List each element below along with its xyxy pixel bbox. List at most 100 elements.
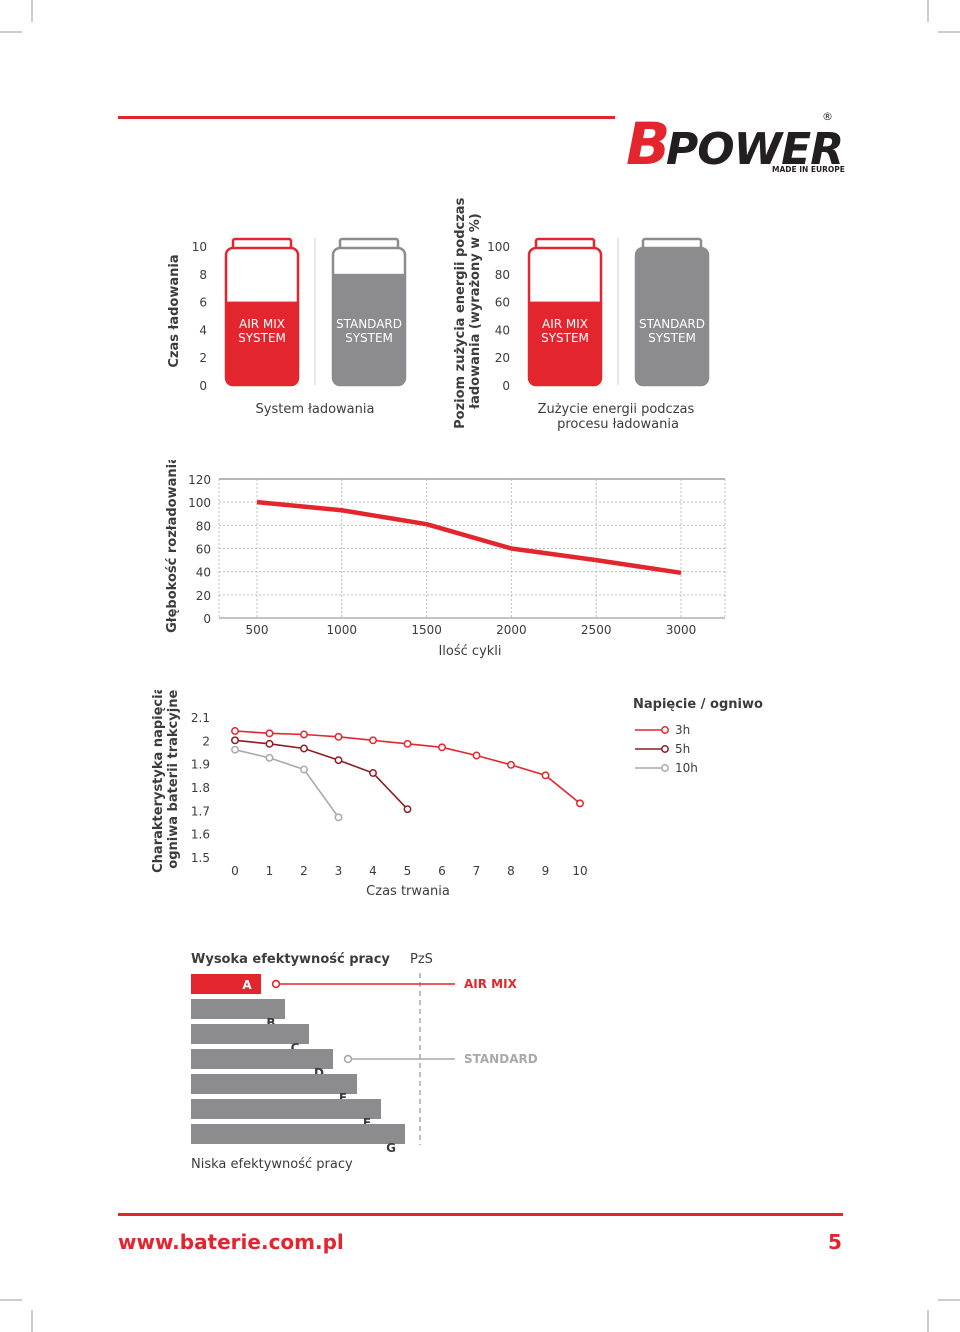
data-point-5h (334, 756, 343, 765)
y-tick-label: 20 (196, 589, 211, 603)
bpower-logo: B POWER MADE IN EUROPE ® (626, 110, 845, 178)
data-point-10h (265, 753, 274, 762)
class-bar-e (191, 1074, 357, 1094)
class-bar-a (191, 974, 261, 994)
y-tick-label: 80 (196, 519, 211, 533)
x-tick-label: 2500 (581, 623, 612, 637)
marker-standard (343, 1054, 353, 1064)
data-point-5h (265, 739, 274, 748)
x-tick-label: 3 (335, 864, 343, 878)
data-point-5h (231, 736, 239, 745)
data-point-3h (265, 729, 274, 738)
bar-label: STANDARD (336, 317, 402, 331)
page-number: 5 (828, 1230, 842, 1254)
series-line-5h (234, 739, 409, 810)
x-tick-label: 1 (266, 864, 274, 878)
class-letter-d: D (314, 1066, 324, 1080)
data-point-3h (300, 730, 308, 739)
class-bar-f (191, 1099, 381, 1119)
legend-label-5h: 5h (675, 742, 690, 756)
bottom-label: Niska efektywność pracy (191, 1157, 353, 1172)
data-point-3h (334, 732, 343, 741)
x-axis-label: Zużycie energii podczas procesu ładowani… (538, 402, 699, 432)
bar-label: SYSTEM (541, 331, 589, 345)
marker-label: STANDARD (464, 1052, 538, 1066)
data-point-5h (369, 769, 377, 777)
class-letter-e: E (339, 1091, 347, 1105)
y-axis-label: Charakterystyka napięcia ogniwa baterii … (151, 690, 181, 873)
bar-label: SYSTEM (238, 331, 286, 345)
data-point-3h (472, 751, 481, 760)
x-tick-label: 7 (473, 864, 481, 878)
y-tick-label: 0 (502, 379, 510, 393)
x-tick-label: 10 (572, 864, 587, 878)
website-link[interactable]: www.baterie.com.pl (118, 1230, 344, 1254)
y-tick-label: 60 (196, 543, 211, 557)
y-tick-label: 0 (199, 379, 207, 393)
data-point-3h (576, 799, 584, 808)
y-tick-label: 100 (487, 240, 510, 254)
y-tick-label: 1.9 (191, 758, 210, 772)
x-tick-label: 1500 (411, 623, 442, 637)
class-letter-c: C (291, 1041, 300, 1055)
x-tick-label: 0 (231, 864, 239, 878)
class-bar-d (191, 1049, 333, 1069)
x-tick-label: 3000 (666, 623, 697, 637)
class-letter-b: B (266, 1016, 275, 1030)
y-tick-label: 2 (202, 734, 210, 748)
bar-air-mix-system (226, 301, 298, 385)
y-tick-label: 1.5 (191, 851, 210, 865)
data-point-3h (231, 727, 239, 735)
y-axis-label: Poziom zużycia energii podczas ładowania… (453, 195, 483, 429)
y-tick-label: 20 (495, 351, 510, 365)
energy-consumption-chart: Poziom zużycia energii podczas ładowania… (453, 195, 710, 432)
legend-label-10h: 10h (675, 761, 698, 775)
class-letter-f: F (363, 1116, 371, 1130)
data-point-3h (403, 739, 412, 748)
top-label: Wysoka efektywność pracy (191, 952, 390, 967)
data-point-3h (369, 736, 377, 745)
legend-title: Napięcie / ogniwo (633, 697, 763, 712)
y-tick-label: 2.1 (191, 711, 210, 725)
data-point-3h (507, 760, 515, 769)
logo-b: B (626, 110, 670, 178)
bar-label: SYSTEM (648, 331, 696, 345)
y-tick-label: 80 (495, 268, 510, 282)
x-tick-label: 9 (542, 864, 550, 878)
y-tick-label: 1.6 (191, 828, 210, 842)
data-point-3h (438, 743, 446, 752)
header-rule (118, 116, 615, 119)
x-tick-label: 6 (438, 864, 446, 878)
bar-label: STANDARD (639, 317, 705, 331)
x-tick-label: 4 (369, 864, 377, 878)
class-bar-g (191, 1124, 405, 1144)
y-axis-label: Czas ładowania (167, 254, 182, 367)
cell-voltage-chart: Charakterystyka napięcia ogniwa baterii … (151, 690, 763, 899)
y-tick-label: 8 (199, 268, 207, 282)
data-point-5h (300, 744, 308, 753)
class-letter-g: G (386, 1141, 396, 1155)
data-point-3h (541, 771, 550, 780)
y-tick-label: 100 (188, 496, 211, 510)
y-tick-label: 10 (192, 240, 207, 254)
bar-label: AIR MIX (239, 317, 285, 331)
legend-label-3h: 3h (675, 723, 690, 737)
series-line-10h (234, 748, 340, 818)
data-point-10h (334, 813, 343, 822)
y-axis-label: Głębokość rozładowania (165, 460, 180, 633)
y-tick-label: 2 (199, 351, 207, 365)
logo-power: POWER (666, 124, 843, 175)
x-axis-label: Ilość cykli (438, 644, 501, 659)
discharge-depth-chart: Głębokość rozładowania 0 20 40 60 80 100 120 50… (165, 460, 726, 659)
y-tick-label: 4 (199, 323, 207, 337)
x-tick-label: 1000 (327, 623, 358, 637)
x-tick-label: 8 (507, 864, 515, 878)
legend-marker-3h (661, 726, 669, 734)
x-tick-label: 2000 (496, 623, 527, 637)
y-tick-label: 120 (188, 473, 211, 487)
legend-marker-5h (661, 745, 669, 753)
x-tick-label: 5 (404, 864, 412, 878)
x-axis-label: Czas trwania (366, 884, 450, 899)
footer-rule (118, 1213, 843, 1216)
y-tick-label: 1.8 (191, 781, 210, 795)
